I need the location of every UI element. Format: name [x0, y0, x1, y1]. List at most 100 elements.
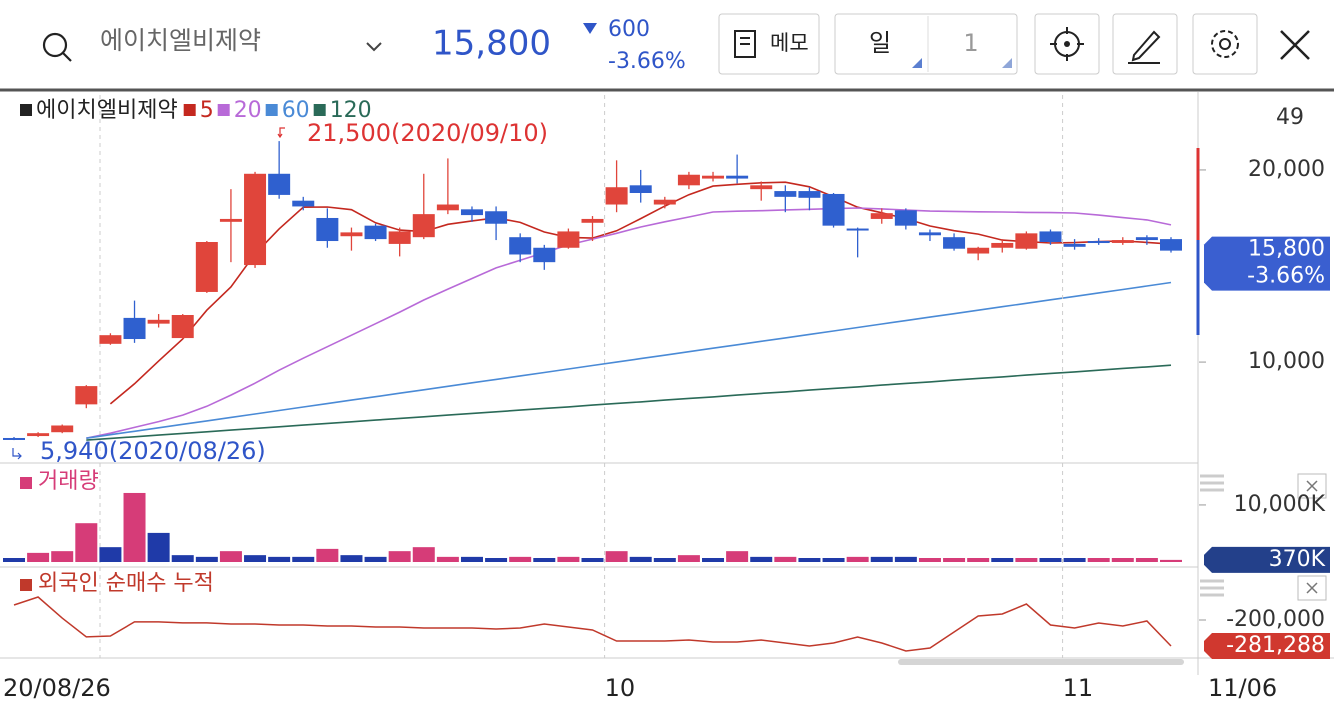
volume-bar	[750, 556, 773, 562]
pane-controls[interactable]	[1200, 575, 1327, 601]
volume-bar	[412, 547, 435, 562]
memo-button[interactable]: 메모	[718, 13, 820, 75]
candle-body	[388, 231, 411, 244]
candle-body	[3, 437, 25, 440]
search-button[interactable]	[42, 32, 72, 62]
candle-body	[943, 237, 966, 249]
legend-label: 60	[282, 98, 310, 123]
volume-bar	[629, 556, 652, 562]
volume-bar	[388, 551, 411, 562]
candle-body	[436, 204, 459, 211]
high-annotation: 21,500(2020/09/10)	[307, 119, 548, 147]
volume-bar	[485, 558, 508, 562]
settings-button[interactable]	[1192, 13, 1258, 75]
candle-body	[509, 237, 532, 255]
legend-swatch	[313, 104, 326, 116]
volume-bar	[171, 555, 194, 562]
down-triangle	[583, 23, 597, 34]
candle-body	[485, 211, 508, 224]
volume-bar	[918, 558, 941, 562]
legend-swatch	[20, 579, 32, 591]
current-value-label: 15,800	[1248, 237, 1325, 262]
volume-bar	[774, 556, 797, 562]
period-selector[interactable]: 일 1	[834, 13, 1018, 75]
candle-body	[702, 175, 725, 179]
button-frame	[1112, 13, 1178, 75]
candle-body	[653, 199, 676, 205]
net-buy-line	[13, 596, 1172, 652]
button-frame	[834, 13, 1018, 75]
gear-icon	[1219, 38, 1231, 50]
candle-body	[1160, 239, 1182, 251]
candle-body	[533, 247, 556, 263]
volume-bar	[268, 556, 291, 562]
candle-body	[750, 185, 773, 190]
moving-average-line	[86, 364, 1172, 441]
corner-mark	[1002, 58, 1012, 68]
candle-body	[412, 214, 435, 238]
candle-body	[244, 173, 267, 266]
volume-bar	[702, 558, 725, 562]
candle-body	[798, 191, 821, 198]
current-value-label: -281,288	[1226, 633, 1325, 658]
volume-bar	[870, 556, 893, 562]
volume-bar	[27, 552, 50, 562]
candle-body	[1135, 237, 1158, 241]
current-value-label: 370K	[1269, 547, 1326, 572]
draw-button[interactable]	[1112, 13, 1178, 75]
scrollbar[interactable]	[898, 659, 1184, 665]
volume-bar	[292, 556, 315, 562]
candle-body	[581, 218, 604, 223]
legend-label: 5	[200, 98, 214, 123]
volume-bar	[1135, 558, 1158, 562]
x-tick-label: 10	[605, 674, 636, 702]
volume-bar	[195, 556, 218, 562]
legend-swatch	[265, 104, 278, 116]
candle-body	[822, 193, 845, 226]
search-icon	[42, 32, 68, 58]
volume-bar	[653, 558, 676, 562]
volume-bar	[533, 558, 556, 562]
candle-body	[292, 200, 315, 207]
volume-bar	[219, 551, 242, 562]
period-count: 1	[963, 29, 978, 57]
candle-body	[1063, 243, 1086, 247]
candle-body	[27, 433, 50, 437]
candle-body	[340, 232, 363, 237]
drag-handle	[1200, 474, 1224, 492]
candle-body	[1087, 241, 1110, 244]
pane-controls[interactable]	[1200, 473, 1327, 499]
period-unit: 일	[869, 29, 891, 57]
volume-bar	[3, 558, 25, 562]
volume-bar	[943, 558, 966, 562]
search-icon	[62, 52, 72, 62]
price: 15,800	[432, 24, 551, 64]
close-pane	[1297, 473, 1327, 499]
volume-bar	[316, 548, 339, 562]
stock-name[interactable]: 에이치엘비제약	[100, 26, 261, 55]
volume-bar	[123, 492, 146, 562]
low-annotation: 5,940(2020/08/26)	[40, 437, 266, 465]
legend-swatch	[20, 477, 32, 489]
candle-body	[51, 425, 74, 433]
candle-body	[1039, 231, 1062, 242]
button-frame	[1192, 13, 1258, 75]
candle-body	[195, 241, 218, 292]
close-button[interactable]	[1280, 30, 1310, 60]
candle-body	[991, 242, 1014, 248]
crosshair-button[interactable]	[1034, 13, 1100, 75]
gear-icon	[1211, 30, 1239, 58]
volume-bar	[1039, 558, 1062, 562]
pane-title: 거래량	[38, 469, 99, 494]
current-value-box	[1204, 632, 1330, 659]
y-tick-label: 20,000	[1248, 157, 1325, 182]
volume-bar	[99, 547, 122, 562]
crosshair-icon	[1050, 27, 1084, 61]
volume-bar	[894, 556, 917, 562]
dropdown-chevron[interactable]	[366, 42, 382, 52]
candle-body	[75, 386, 98, 405]
pane-title: 외국인 순매수 누적	[38, 571, 214, 596]
candle-body	[557, 231, 580, 248]
